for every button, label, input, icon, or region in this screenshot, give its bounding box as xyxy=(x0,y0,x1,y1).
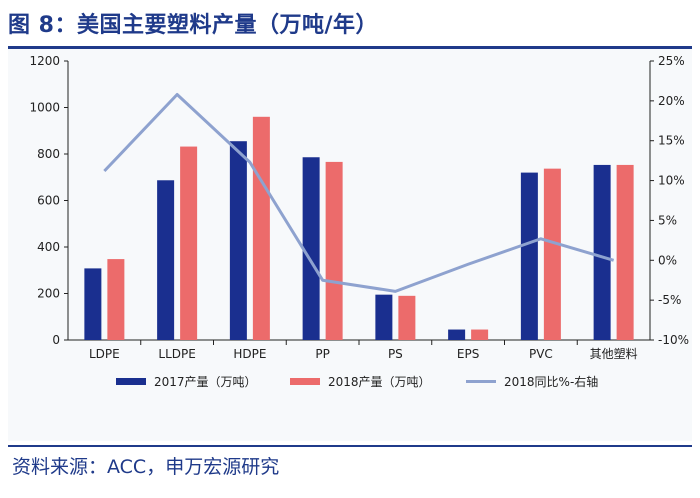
bar-2018 xyxy=(543,168,561,340)
x-tick-label: 其他塑料 xyxy=(590,346,638,361)
y-tick-label-right: -10% xyxy=(658,333,689,347)
header-divider xyxy=(8,46,692,49)
bar-2017 xyxy=(520,172,538,340)
x-tick-label: PP xyxy=(315,347,329,361)
x-tick-label: LLDPE xyxy=(158,347,195,361)
x-tick-label: PVC xyxy=(529,347,553,361)
x-tick-label: HDPE xyxy=(233,347,266,361)
figure-title: 图 8：美国主要塑料产量（万吨/年） xyxy=(8,13,379,38)
chart-area: 0 200 400 600 800 1000 1200 -10% -5% 0% 5% 10% 15% 20… xyxy=(8,49,692,441)
source-note: 资料来源：ACC，申万宏源研究 xyxy=(12,456,280,478)
bar-2017 xyxy=(229,141,247,340)
legend-2018-label: 2018产量（万吨） xyxy=(328,375,431,389)
y-tick-label-right: 5% xyxy=(658,213,677,227)
y-tick-label-left: 200 xyxy=(37,287,60,301)
bar-2018 xyxy=(616,164,634,340)
y-tick-label-right: 25% xyxy=(658,54,685,68)
y-tick-label-right: 15% xyxy=(658,134,685,148)
bar-2018 xyxy=(471,329,489,340)
legend-2017-label: 2017产量（万吨） xyxy=(154,375,257,389)
bar-2017 xyxy=(157,180,175,340)
legend-2017-swatch xyxy=(116,378,146,385)
bar-2018 xyxy=(398,295,416,340)
figure-header: 图 8：美国主要塑料产量（万吨/年） xyxy=(0,0,700,46)
y-tick-label-left: 1000 xyxy=(29,101,60,115)
footer-divider xyxy=(8,445,692,447)
bar-2018 xyxy=(107,259,125,340)
bar-2017 xyxy=(448,329,466,340)
y-tick-label-right: 0% xyxy=(658,253,677,267)
legend-2018-swatch xyxy=(290,378,320,385)
chart: 0 200 400 600 800 1000 1200 -10% -5% 0% 5% 10% 15% 20… xyxy=(29,54,689,389)
y-tick-label-left: 600 xyxy=(37,194,60,208)
y-tick-label-left: 1200 xyxy=(29,54,60,68)
bar-2017 xyxy=(84,268,102,340)
bar-2018 xyxy=(325,161,343,340)
bar-2017 xyxy=(302,157,320,340)
legend-line-label: 2018同比%-右轴 xyxy=(504,374,598,389)
bar-2017 xyxy=(593,164,611,340)
y-tick-label-left: 800 xyxy=(37,147,60,161)
y-tick-label-right: 10% xyxy=(658,174,685,188)
bar-2017 xyxy=(375,294,393,340)
y-tick-label-right: -5% xyxy=(658,293,681,307)
y-tick-label-right: 20% xyxy=(658,94,685,108)
y-tick-label-left: 0 xyxy=(52,333,60,347)
line-2018-yoy xyxy=(103,92,615,293)
x-tick-label: LDPE xyxy=(89,347,120,361)
x-tick-label: PS xyxy=(388,347,403,361)
x-tick-label: EPS xyxy=(457,347,479,361)
bar-2018 xyxy=(252,116,270,340)
y-tick-label-left: 400 xyxy=(37,240,60,254)
bar-2018 xyxy=(180,146,198,340)
